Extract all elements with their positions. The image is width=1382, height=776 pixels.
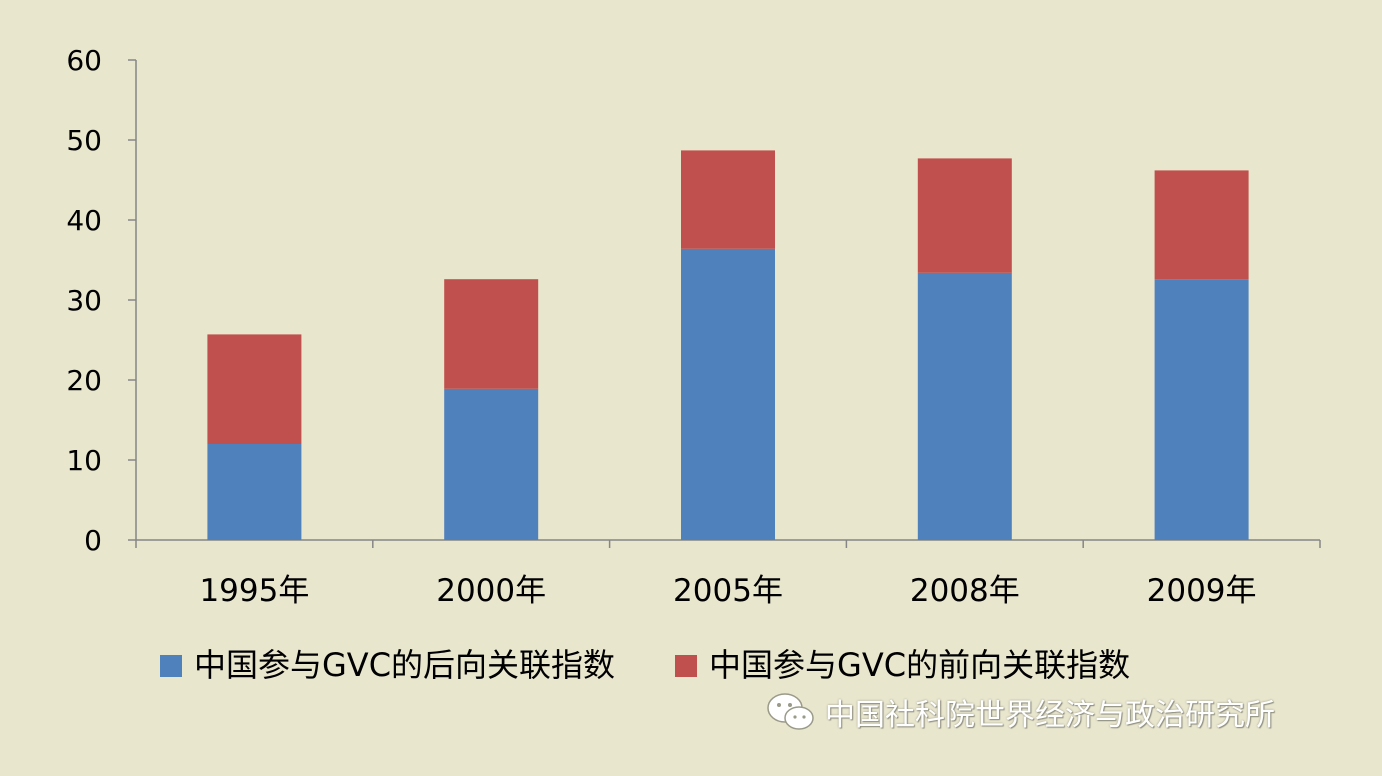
legend: 中国参与GVC的后向关联指数 中国参与GVC的前向关联指数 bbox=[160, 640, 1130, 686]
bars bbox=[207, 150, 1249, 541]
x-tick-label: 2000年 bbox=[436, 573, 546, 609]
bar-forward bbox=[681, 150, 775, 249]
legend-swatch-forward bbox=[675, 655, 698, 677]
x-tick-label: 2005年 bbox=[673, 573, 783, 609]
x-tick-label: 1995年 bbox=[199, 573, 309, 609]
stacked-bar-chart: 0 10 20 30 40 50 60 1995年 2000年 2005年 2008年 2009年 bbox=[66, 44, 1321, 609]
y-tick-label: 20 bbox=[66, 364, 102, 397]
bar-forward bbox=[917, 158, 1012, 273]
legend-swatch-backward bbox=[160, 655, 182, 677]
y-tick-label: 10 bbox=[66, 444, 102, 477]
legend-label-backward: 中国参与GVC的后向关联指数 bbox=[194, 646, 616, 684]
x-tick-label: 2008年 bbox=[910, 573, 1020, 609]
bar-backward bbox=[681, 248, 775, 541]
x-axis: 1995年 2000年 2005年 2008年 2009年 bbox=[135, 539, 1321, 609]
bar-backward bbox=[917, 272, 1012, 540]
y-tick-label: 50 bbox=[66, 124, 102, 157]
wechat-icon bbox=[767, 693, 814, 730]
y-tick-label: 60 bbox=[66, 44, 102, 77]
bar-backward bbox=[1154, 279, 1249, 540]
bar-forward bbox=[1154, 170, 1249, 280]
watermark-text: 中国社科院世界经济与政治研究所 bbox=[825, 698, 1275, 733]
legend-item-backward: 中国参与GVC的后向关联指数 bbox=[160, 640, 615, 686]
bar-backward bbox=[444, 388, 539, 540]
legend-label-forward: 中国参与GVC的前向关联指数 bbox=[709, 646, 1131, 684]
legend-item-forward: 中国参与GVC的前向关联指数 bbox=[675, 640, 1130, 686]
y-axis: 0 10 20 30 40 50 60 bbox=[66, 44, 137, 557]
bar-backward bbox=[207, 444, 302, 540]
watermark: 中国社科院世界经济与政治研究所 bbox=[765, 690, 1275, 734]
y-tick-label: 30 bbox=[66, 284, 102, 317]
bar-forward bbox=[444, 279, 539, 389]
y-tick-label: 0 bbox=[84, 524, 102, 557]
x-tick-label: 2009年 bbox=[1147, 573, 1257, 609]
y-tick-label: 40 bbox=[66, 204, 102, 237]
bar-forward bbox=[207, 334, 302, 444]
